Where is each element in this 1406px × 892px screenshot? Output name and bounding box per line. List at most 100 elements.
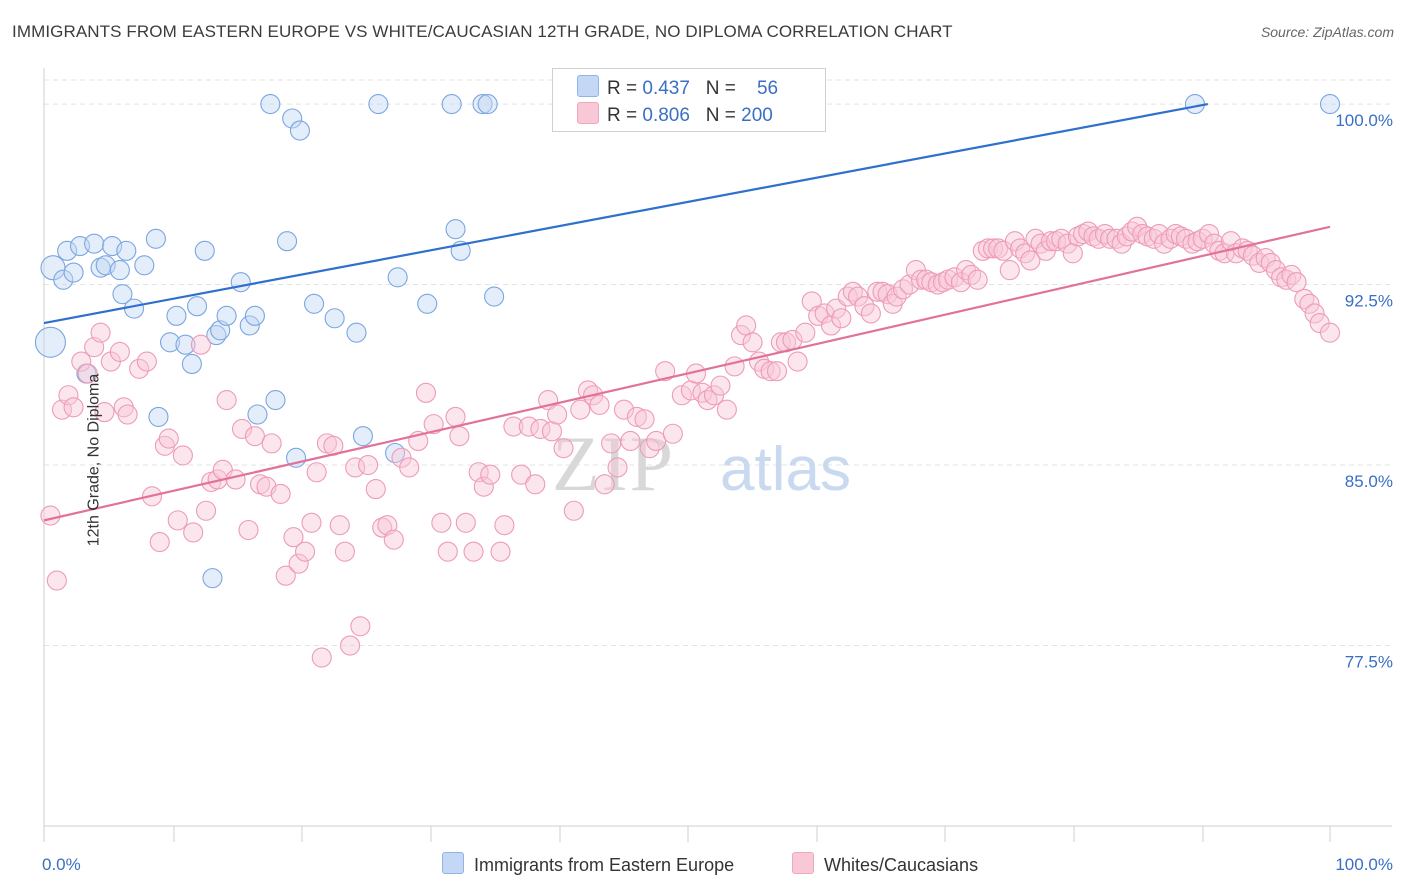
pink-point	[306, 462, 327, 483]
bottom-legend-label-blue: Immigrants from Eastern Europe	[474, 855, 735, 875]
pink-point	[730, 325, 752, 346]
y-tick-label: 77.5%	[1345, 653, 1393, 672]
pink-point	[589, 394, 610, 415]
source-credit: Source: ZipAtlas.com	[1260, 24, 1394, 40]
pink-point	[399, 457, 420, 478]
pink-point	[270, 483, 291, 504]
pink-point	[1286, 272, 1307, 293]
pink-point	[1100, 228, 1121, 249]
pink-point	[525, 474, 546, 495]
pink-point	[261, 433, 282, 454]
pink-point	[950, 272, 971, 293]
pink-point	[1062, 243, 1083, 264]
pink-point	[40, 505, 61, 526]
pink-point	[541, 421, 563, 442]
pink-point	[334, 541, 355, 562]
grid-lines	[44, 79, 1392, 647]
pink-point	[1170, 226, 1191, 247]
pink-point	[480, 464, 501, 485]
pink-point	[1299, 293, 1320, 314]
blue-point	[282, 108, 303, 129]
legend-row-pink: R = 0.806 N = 200	[577, 102, 773, 126]
pink-point	[607, 457, 628, 478]
pink-point	[431, 512, 452, 533]
trend-line-whites	[43, 225, 1331, 522]
pink-point	[1304, 303, 1325, 324]
pink-point	[967, 269, 988, 290]
bottom-legend-immigrants: Immigrants from Eastern Europe	[442, 852, 734, 876]
pink-point	[311, 647, 332, 668]
y-tick-labels: 77.5% 85.0% 92.5% 100.0%	[1335, 111, 1393, 671]
pink-point	[283, 527, 304, 548]
pink-point	[1165, 223, 1186, 245]
pink-point	[1057, 233, 1078, 254]
pink-point	[149, 531, 170, 553]
pink-point	[183, 522, 204, 543]
blue-point	[260, 94, 281, 115]
blue-point	[112, 284, 133, 305]
blue-point	[484, 286, 505, 307]
pink-point	[158, 428, 179, 449]
pink-point	[455, 512, 476, 533]
pink-point	[601, 433, 622, 454]
pink-point	[716, 399, 737, 420]
pink-point	[340, 635, 361, 656]
pink-point	[231, 418, 253, 439]
bottom-legend-whites: Whites/Caucasians	[792, 852, 978, 876]
axes	[43, 68, 1392, 842]
pink-point	[814, 303, 835, 324]
pink-point	[626, 406, 647, 427]
pink-point	[383, 529, 404, 550]
pink-point	[445, 406, 466, 427]
pink-point	[449, 426, 470, 447]
blue-point	[472, 94, 493, 115]
pink-point	[613, 399, 635, 420]
pink-point	[463, 541, 484, 562]
pink-point	[172, 445, 193, 466]
pink-point	[329, 515, 350, 536]
pink-point	[620, 430, 641, 452]
blue-point	[34, 326, 66, 358]
bottom-legend-label-pink: Whites/Caucasians	[824, 855, 979, 875]
pink-point	[473, 476, 494, 497]
pink-point	[999, 260, 1020, 281]
pink-point	[1132, 223, 1153, 245]
legend-n-value-blue: 56	[756, 78, 779, 99]
pink-point	[634, 409, 655, 430]
y-axis-label: 12th Grade, No Diploma	[85, 373, 103, 547]
pink-point	[1015, 243, 1036, 264]
pink-point	[1220, 231, 1242, 252]
pink-point	[238, 519, 259, 541]
blue-point	[159, 332, 181, 353]
pink-point	[129, 358, 150, 379]
blue-point	[194, 240, 215, 261]
pink-point	[109, 341, 130, 362]
pink-point	[662, 423, 683, 444]
trend-lines	[43, 102, 1331, 522]
pink-point	[77, 363, 98, 384]
blue-point	[123, 298, 145, 319]
blue-point	[368, 94, 389, 115]
pink-point	[570, 399, 591, 420]
legend-r-value-blue: 0.437	[642, 78, 690, 99]
legend-r-label: R =	[607, 78, 643, 99]
pink-point	[927, 274, 948, 295]
pink-point	[94, 402, 115, 423]
pink-point	[916, 269, 937, 290]
blue-point	[324, 308, 345, 329]
blue-point	[116, 240, 137, 261]
blue-point	[84, 233, 105, 254]
blue-point	[53, 269, 74, 290]
series-immigrants-points	[34, 94, 1341, 589]
pink-point	[63, 397, 84, 418]
pink-point	[358, 454, 379, 476]
pink-point	[655, 361, 676, 382]
blue-point	[346, 322, 367, 343]
legend: R = 0.437 N = 56 R = 0.806 N = 200	[552, 68, 826, 132]
x-tick-labels: 0.0% 100.0%	[42, 855, 1393, 874]
pink-point	[1187, 231, 1208, 252]
blue-point	[304, 293, 325, 314]
pink-point	[1281, 264, 1302, 285]
pink-point	[167, 510, 188, 531]
